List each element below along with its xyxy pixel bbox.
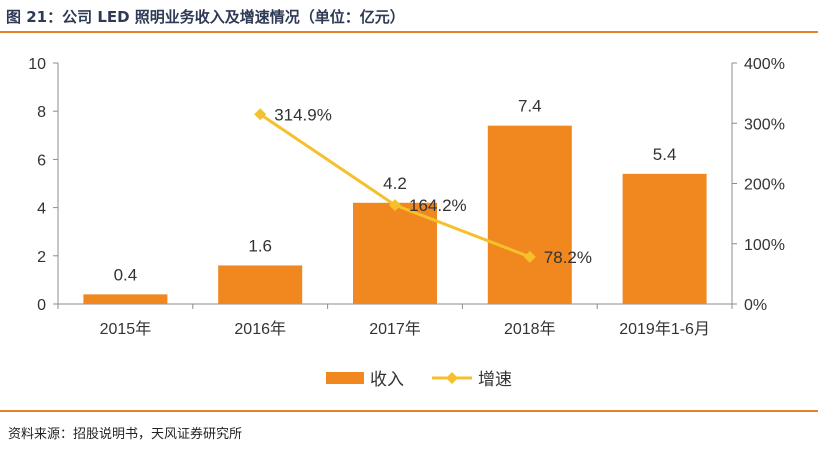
x-axis-tick-label: 2015年 (100, 320, 152, 338)
growth-data-label: 78.2% (544, 248, 592, 267)
title-divider (0, 31, 818, 33)
legend-label-growth: 增速 (478, 370, 512, 389)
revenue-bar (218, 265, 303, 304)
revenue-data-label: 0.4 (114, 265, 138, 284)
right-axis-tick-label: 0% (744, 297, 767, 314)
revenue-data-label: 4.2 (383, 174, 407, 193)
revenue-bar (487, 125, 572, 304)
left-axis-tick-label: 6 (37, 152, 46, 169)
growth-marker (254, 108, 267, 121)
right-axis-tick-label: 400% (744, 56, 785, 73)
x-axis-tick-label: 2016年 (234, 320, 286, 338)
revenue-bar (353, 202, 437, 304)
figure-title: 图 21：公司 LED 照明业务收入及增速情况（单位：亿元） (6, 8, 405, 26)
growth-marker (523, 250, 536, 263)
left-axis-tick-label: 0 (37, 297, 46, 314)
left-axis-tick-label: 8 (37, 104, 46, 121)
revenue-data-label: 1.6 (248, 236, 272, 255)
growth-marker (389, 199, 401, 212)
legend-marker-growth (446, 372, 458, 384)
right-axis-tick-label: 300% (744, 116, 785, 133)
legend-swatch-revenue (326, 372, 364, 384)
growth-data-label: 314.9% (274, 105, 332, 124)
revenue-data-label: 7.4 (518, 97, 542, 116)
right-axis-tick-label: 100% (744, 237, 785, 254)
revenue-data-label: 5.4 (653, 145, 677, 164)
x-axis-tick-label: 2017年 (369, 320, 421, 338)
growth-data-label: 164.2% (409, 196, 467, 215)
x-axis-tick-label: 2018年 (504, 320, 556, 338)
left-axis-tick-label: 10 (28, 56, 46, 73)
legend-label-revenue: 收入 (370, 370, 404, 389)
source-note: 资料来源：招股说明书，天风证券研究所 (8, 427, 243, 442)
left-axis-tick-label: 4 (37, 201, 46, 218)
left-axis-tick-label: 2 (37, 249, 46, 266)
footer-divider (0, 410, 818, 412)
x-axis-tick-label: 2019年1-6月 (619, 320, 710, 338)
revenue-bar (622, 173, 707, 304)
revenue-bar (83, 294, 168, 304)
right-axis-tick-label: 200% (744, 177, 785, 194)
